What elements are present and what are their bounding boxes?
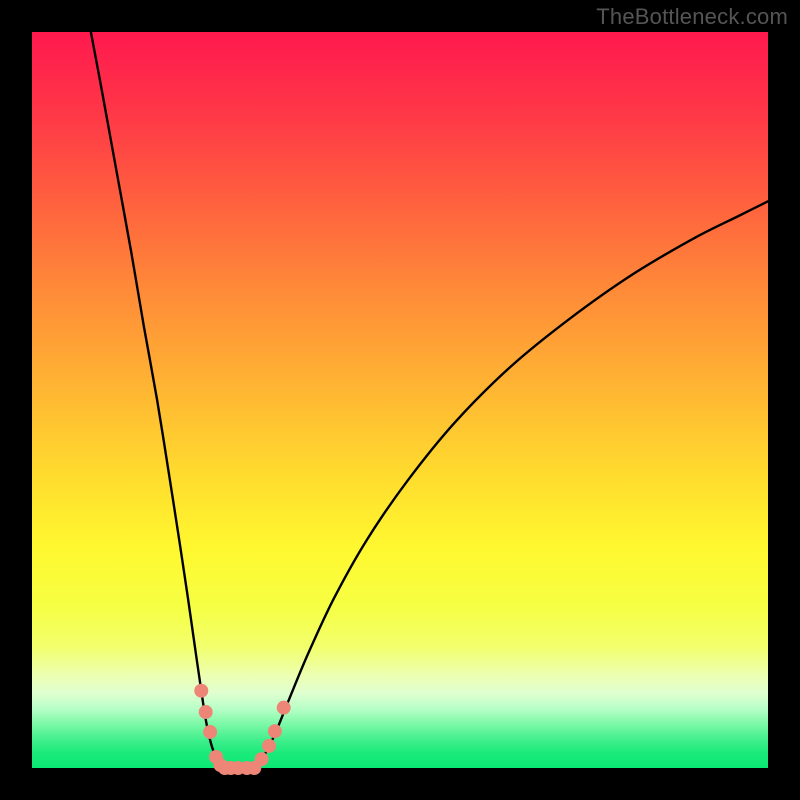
data-marker [195, 684, 208, 697]
data-marker [199, 706, 212, 719]
curve-left [91, 32, 225, 768]
curve-right [254, 201, 768, 768]
data-marker [268, 725, 281, 738]
data-marker [255, 753, 268, 766]
data-marker [262, 739, 275, 752]
watermark-text: TheBottleneck.com [596, 4, 788, 30]
data-marker [277, 701, 290, 714]
data-marker [204, 725, 217, 738]
chart-frame: TheBottleneck.com [0, 0, 800, 800]
plot-area [32, 32, 768, 768]
curves-layer [32, 32, 768, 768]
